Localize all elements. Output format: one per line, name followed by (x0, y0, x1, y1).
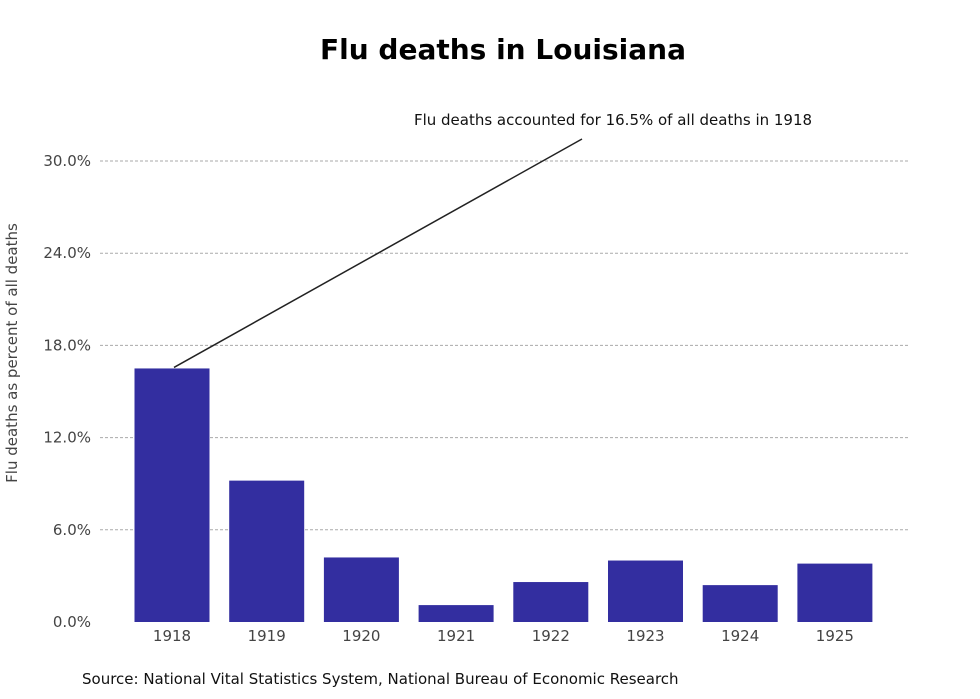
x-tick-label: 1925 (816, 627, 854, 645)
x-tick-label: 1922 (532, 627, 570, 645)
x-tick-label: 1924 (721, 627, 759, 645)
y-tick-label: 24.0% (43, 244, 91, 262)
bar-1920 (323, 557, 399, 622)
y-tick-label: 30.0% (43, 152, 91, 170)
y-axis-ticks: 0.0% 6.0% 12.0% 18.0% 24.0% 30.0% (43, 152, 91, 631)
x-axis-ticks: 1918 1919 1920 1921 1922 1923 1924 1925 (153, 627, 854, 645)
y-tick-label: 18.0% (43, 336, 91, 354)
bar-1925 (797, 563, 873, 622)
bar-1921 (418, 605, 494, 622)
x-tick-label: 1920 (342, 627, 380, 645)
y-tick-label: 12.0% (43, 429, 91, 447)
x-tick-label: 1921 (437, 627, 475, 645)
bar-1924 (702, 585, 778, 622)
bar-1918 (134, 368, 210, 622)
bars (134, 368, 873, 622)
y-tick-label: 0.0% (53, 613, 91, 631)
y-axis-label: Flu deaths as percent of all deaths (3, 223, 21, 483)
bar-1923 (608, 560, 683, 622)
bar-1919 (229, 480, 305, 622)
gridlines (100, 160, 910, 531)
x-tick-label: 1919 (248, 627, 286, 645)
bar-1922 (513, 582, 589, 622)
x-tick-label: 1923 (626, 627, 664, 645)
y-tick-label: 6.0% (53, 521, 91, 539)
chart-title: Flu deaths in Louisiana (320, 33, 686, 66)
x-tick-label: 1918 (153, 627, 191, 645)
source-note: Source: National Vital Statistics System… (82, 670, 679, 688)
annotation-line (173, 138, 583, 369)
annotation-text: Flu deaths accounted for 16.5% of all de… (414, 111, 812, 129)
